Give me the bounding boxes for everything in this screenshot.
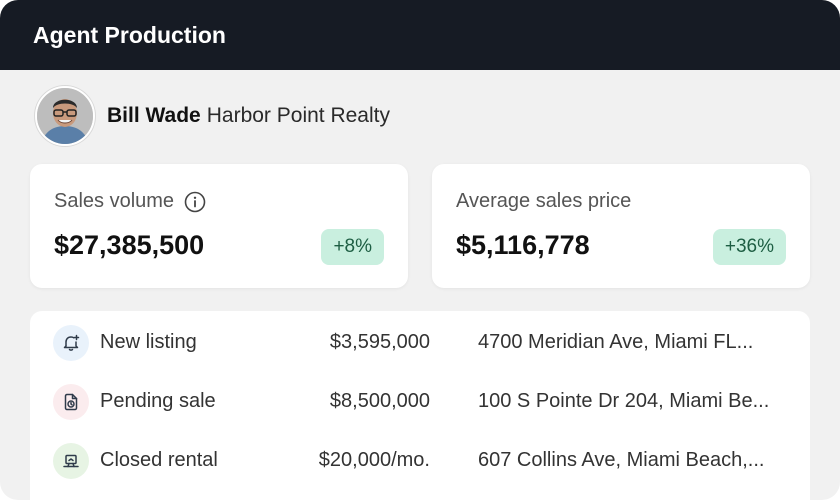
row-address: 4700 Meridian Ave, Miami FL... [478,331,754,353]
activity-list: New listing $3,595,000 4700 Meridian Ave… [30,311,810,500]
info-icon[interactable] [184,191,206,213]
stat-label: Sales volume [54,190,206,213]
average-sales-price-card: Average sales price $5,116,778 +36% [432,164,810,288]
sales-volume-change-badge: +8% [321,229,384,265]
average-sales-price-label: Average sales price [456,190,632,212]
avatar[interactable] [35,86,95,146]
list-item[interactable]: Pending sale $8,500,000 100 S Pointe Dr … [30,380,810,424]
row-status: Closed rental [100,449,218,471]
row-price: $20,000/mo. [318,449,430,471]
row-address: 607 Collins Ave, Miami Beach,... [478,449,765,471]
sales-volume-card: Sales volume $27,385,500 +8% [30,164,408,288]
laptop-icon [53,443,89,479]
list-item[interactable]: Closed rental $20,000/mo. 607 Collins Av… [30,439,810,483]
card-title: Agent Production [33,22,226,48]
agent-name[interactable]: Bill Wade [107,104,201,127]
sales-volume-value: $27,385,500 [54,230,205,260]
row-address: 100 S Pointe Dr 204, Miami Be... [478,390,770,412]
row-status: Pending sale [100,390,216,412]
list-item[interactable]: New listing $3,595,000 4700 Meridian Ave… [30,321,810,365]
agent-text: Bill Wade Harbor Point Realty [107,104,390,128]
row-status: New listing [100,331,197,353]
document-clock-icon [53,384,89,420]
row-price: $8,500,000 [329,390,430,412]
stat-label: Average sales price [456,190,631,213]
sales-volume-label: Sales volume [54,190,175,212]
average-sales-price-value: $5,116,778 [456,230,590,260]
agent-info: Bill Wade Harbor Point Realty [35,86,390,146]
row-price: $3,595,000 [329,331,430,353]
average-sales-price-change-badge: +36% [712,229,786,265]
card-header: Agent Production [0,0,840,70]
agent-company: Harbor Point Realty [206,104,390,127]
bell-plus-icon [53,325,89,361]
